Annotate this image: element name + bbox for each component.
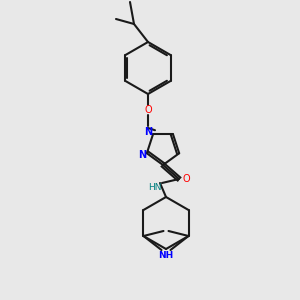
Text: N: N [138,150,146,160]
Text: NH: NH [158,251,174,260]
Text: O: O [182,174,190,184]
Text: O: O [144,105,152,115]
Text: HN: HN [148,182,162,191]
Text: N: N [144,127,152,137]
